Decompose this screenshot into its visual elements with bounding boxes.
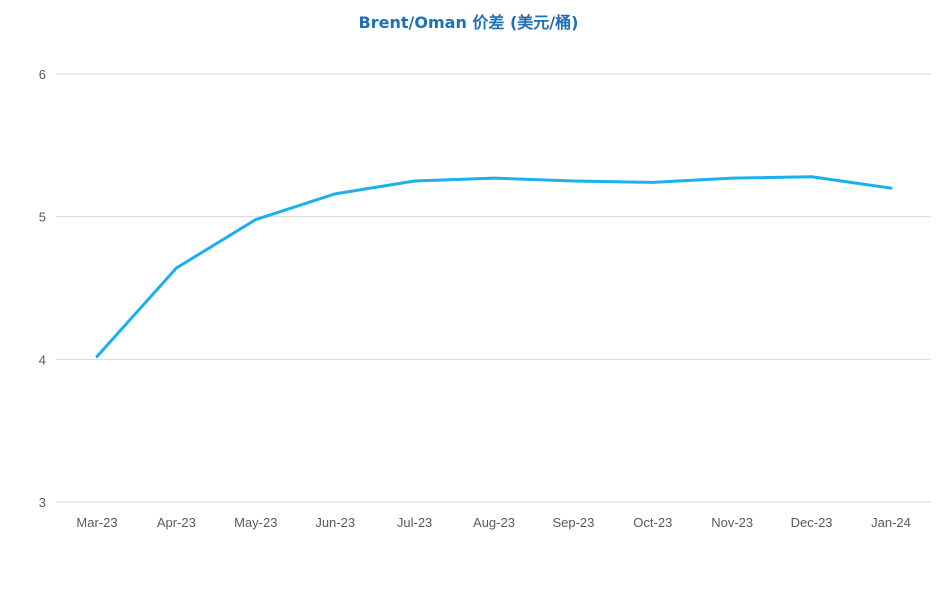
x-tick-label: Sep-23 xyxy=(552,515,594,530)
y-tick-label: 3 xyxy=(39,495,46,510)
x-tick-label: Apr-23 xyxy=(157,515,196,530)
y-axis-tick-labels: 3 4 5 6 xyxy=(39,67,46,510)
y-tick-label: 6 xyxy=(39,67,46,82)
x-axis-tick-labels: Mar-23 Apr-23 May-23 Jun-23 Jul-23 Aug-23 Sep-… xyxy=(76,515,910,530)
x-tick-label: Jun-23 xyxy=(315,515,355,530)
y-tick-label: 4 xyxy=(39,352,46,367)
x-tick-label: Aug-23 xyxy=(473,515,515,530)
x-tick-label: Jan-24 xyxy=(871,515,911,530)
y-tick-label: 5 xyxy=(39,210,46,225)
series-layer xyxy=(95,175,893,358)
x-tick-label: Nov-23 xyxy=(711,515,753,530)
x-tick-label: May-23 xyxy=(234,515,277,530)
x-tick-label: Dec-23 xyxy=(791,515,833,530)
x-tick-label: Jul-23 xyxy=(397,515,432,530)
series-line xyxy=(95,175,893,358)
chart-title: Brent/Oman 价差 (美元/桶) xyxy=(358,13,579,32)
gridlines xyxy=(56,73,931,503)
x-tick-label: Mar-23 xyxy=(76,515,117,530)
x-tick-label: Oct-23 xyxy=(633,515,672,530)
